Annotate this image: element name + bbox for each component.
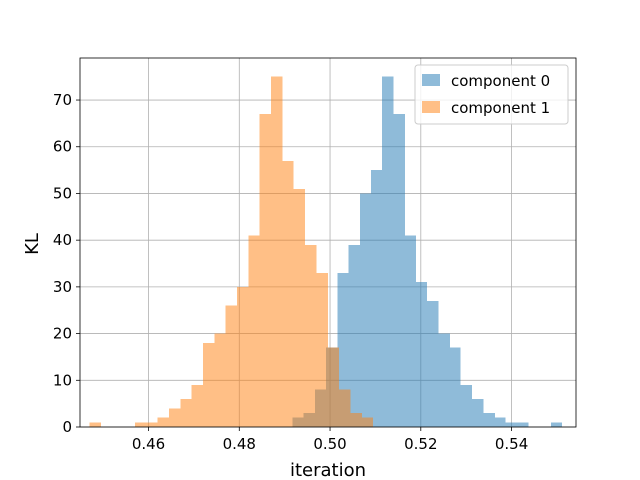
legend-label-component-1: component 1 — [451, 99, 550, 117]
histogram-bar — [316, 272, 328, 427]
histogram-bar — [191, 384, 203, 427]
y-tick-label: 60 — [53, 138, 72, 156]
histogram-bar — [339, 389, 351, 427]
plot-frame — [79, 57, 577, 428]
y-tick-label: 0 — [62, 418, 72, 436]
histogram-bar — [505, 422, 518, 427]
histogram-bar — [293, 188, 306, 427]
y-tick-label: 50 — [53, 184, 72, 202]
x-axis-ticks: 0.46 0.48 0.50 0.52 0.54 — [132, 427, 528, 453]
histogram-bar — [271, 76, 283, 428]
histogram-bar — [472, 398, 484, 427]
x-tick-label: 0.54 — [495, 435, 528, 453]
x-axis-label: iteration — [290, 460, 366, 480]
histogram-bar — [494, 417, 506, 427]
histogram-bar — [214, 333, 226, 427]
histogram-bars — [89, 76, 562, 428]
legend-label-component-0: component 0 — [451, 72, 550, 90]
x-tick-label: 0.50 — [313, 435, 346, 453]
histogram-bar — [282, 160, 294, 427]
histogram-bar — [393, 114, 405, 428]
histogram-bar — [415, 282, 428, 427]
legend-box — [414, 64, 569, 125]
histogram-bar — [305, 244, 317, 427]
y-axis-ticks: 0 10 20 30 40 50 60 70 — [53, 91, 80, 436]
histogram-bar — [259, 114, 272, 428]
histogram-bar — [237, 286, 249, 427]
histogram-bar — [438, 333, 450, 427]
histogram-bar — [460, 384, 473, 427]
histogram-bar — [157, 417, 169, 427]
x-tick-label: 0.52 — [404, 435, 437, 453]
histogram-bar — [449, 347, 461, 427]
x-tick-label: 0.48 — [223, 435, 256, 453]
y-tick-label: 40 — [53, 231, 72, 249]
y-tick-label: 30 — [53, 278, 72, 296]
histogram-bar — [370, 170, 383, 428]
histogram-bar — [327, 347, 340, 427]
histogram-bar — [348, 244, 360, 427]
histogram-bar — [248, 235, 260, 427]
histogram-bar — [225, 305, 238, 427]
histogram-bar — [168, 408, 181, 427]
histogram-bar — [350, 412, 362, 427]
x-tick-label: 0.46 — [132, 435, 165, 453]
histogram-bar — [134, 422, 147, 427]
histogram-bar — [427, 300, 439, 427]
histogram-bar — [180, 398, 192, 427]
legend-swatch-component-1 — [422, 101, 440, 113]
histogram-bar — [404, 235, 416, 427]
histogram-bar — [89, 422, 101, 427]
histogram-bar — [359, 193, 371, 427]
histogram-bar — [337, 272, 349, 427]
histogram-bar — [202, 342, 215, 427]
legend: component 0 component 1 — [414, 64, 569, 125]
y-axis-label: KL — [22, 233, 43, 255]
histogram-bar — [483, 412, 495, 427]
legend-swatch-component-0 — [422, 74, 440, 86]
y-tick-label: 20 — [53, 325, 72, 343]
histogram-bar — [361, 417, 374, 427]
histogram-bar — [382, 76, 394, 428]
series-1-bars — [89, 76, 374, 428]
histogram-bar — [517, 422, 529, 427]
y-tick-label: 70 — [53, 91, 72, 109]
y-tick-label: 10 — [53, 371, 72, 389]
histogram-bar — [551, 422, 562, 427]
histogram-bar — [146, 422, 158, 427]
